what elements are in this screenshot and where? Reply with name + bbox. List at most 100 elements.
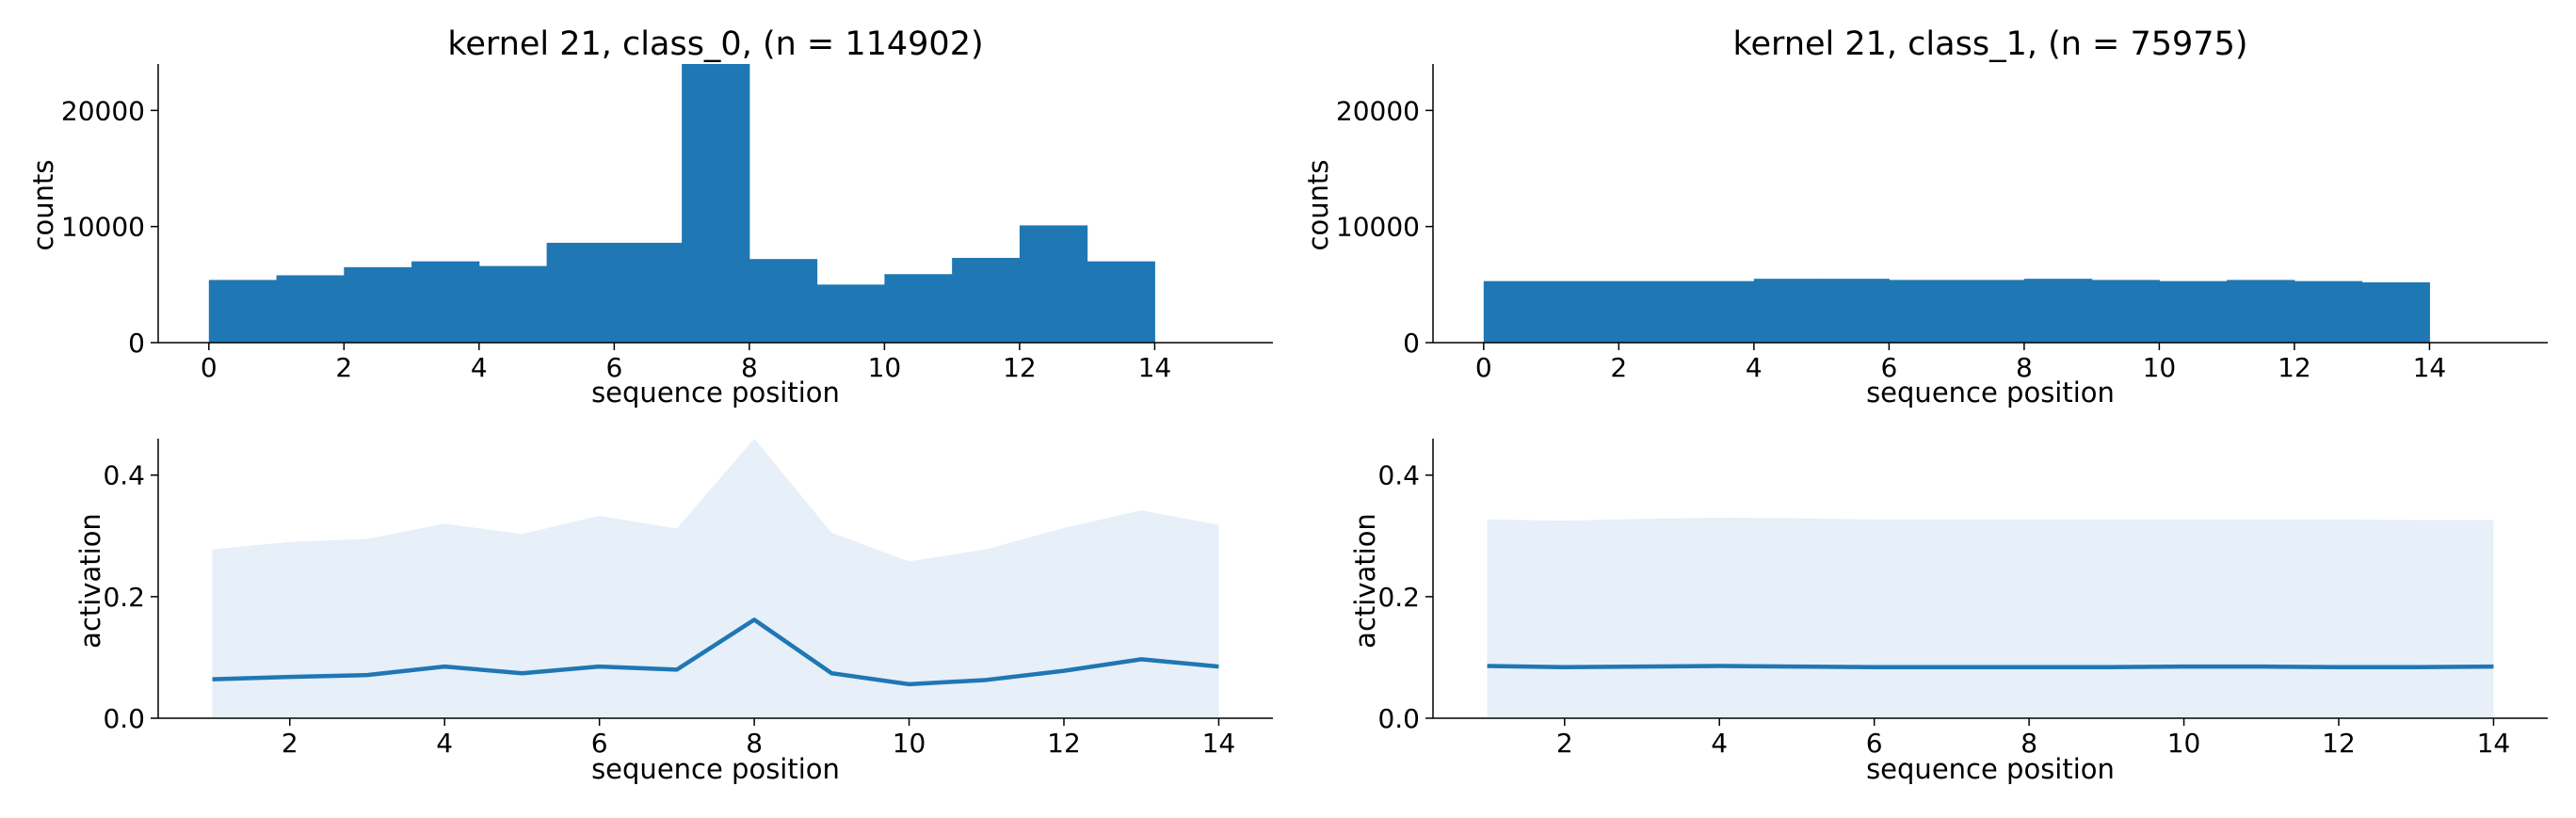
x-tick-label: 12 [1003,352,1037,383]
bar [344,266,412,343]
bar [1551,281,1619,343]
x-tick-label: 4 [1711,728,1728,759]
bars [1483,279,2430,343]
x-tick-label: 14 [1138,352,1172,383]
bar [884,274,953,343]
bar [2023,279,2093,343]
bar [1889,280,1957,343]
y-tick-label: 10000 [61,212,145,243]
y-axis: 0.0 0.2 0.4 [1377,439,1434,734]
y-tick-label: 10000 [1336,212,1420,243]
bar [478,265,548,343]
bar [208,280,278,343]
y-tick-label: 20000 [1336,95,1420,126]
x-tick-label: 6 [1880,352,1897,383]
bar [749,259,818,343]
y-tick-label: 0 [128,328,145,359]
x-axis-label: sequence position [591,753,840,785]
x-axis: 2 4 6 8 10 12 14 [158,717,1273,759]
bar [411,261,480,343]
x-tick-label: 10 [2167,728,2201,759]
y-tick-label: 0.0 [1377,703,1420,734]
x-axis-label: sequence position [1866,377,2115,409]
x-tick-label: 12 [2278,352,2311,383]
bar [1821,279,1890,343]
bars [208,64,1155,343]
bar [816,284,885,343]
bar [2227,280,2295,343]
y-tick-label: 0.2 [103,582,145,613]
activation-band [212,439,1219,718]
y-axis: 0.0 0.2 0.4 [103,439,159,734]
activation-class-1: 0.0 0.2 0.4 2 4 6 8 10 12 14 sequence position a… [1349,439,2548,785]
x-tick-label: 6 [1866,728,1883,759]
bar [2361,281,2430,343]
bar [2159,281,2228,343]
y-tick-label: 0.4 [1377,460,1420,491]
plot-area [212,439,1219,718]
y-axis-label: activation [74,513,106,649]
y-tick-label: 0.2 [1377,582,1420,613]
x-tick-label: 12 [2322,728,2356,759]
x-tick-label: 12 [1047,728,1081,759]
bar [2294,281,2363,343]
x-axis-label: sequence position [1866,753,2115,785]
mean-activation-line [212,618,1219,687]
bar [1753,279,1823,343]
y-axis: 0 10000 20000 [1336,64,1434,359]
x-tick-label: 4 [1746,352,1763,383]
chart-title: kernel 21, class_1, (n = 75975) [1733,25,2248,63]
x-tick-label: 8 [741,352,758,383]
x-axis: 2 4 6 8 10 12 14 [1433,717,2548,759]
x-tick-label: 10 [868,352,902,383]
bar [1618,281,1687,343]
x-axis: 0 2 4 6 8 10 12 14 [158,342,1273,383]
x-tick-label: 14 [1202,728,1236,759]
bar [276,275,345,343]
chart-title: kernel 21, class_0, (n = 114902) [447,25,983,63]
bar [1483,281,1553,343]
bar [614,242,683,343]
x-tick-label: 14 [2413,352,2447,383]
y-axis-label: counts [1302,160,1334,251]
y-axis: 0 10000 20000 [61,64,159,359]
x-tick-label: 0 [1475,352,1492,383]
activation-class-0: 0.0 0.2 0.4 2 4 6 8 10 12 14 sequence position a… [74,439,1273,785]
bar [952,257,1021,343]
bar [1019,225,1088,343]
bar [1956,280,2025,343]
x-axis-label: sequence position [591,377,840,409]
y-tick-label: 0.0 [103,703,145,734]
bar [1686,281,1755,343]
x-tick-label: 2 [1610,352,1627,383]
y-tick-label: 0 [1403,328,1420,359]
x-tick-label: 0 [201,352,217,383]
bar [546,242,615,343]
bar [682,64,750,343]
x-tick-label: 6 [605,352,622,383]
activation-band [1487,517,2494,718]
bar [2091,280,2160,343]
bar [1087,261,1155,343]
x-tick-label: 4 [471,352,488,383]
x-axis: 0 2 4 6 8 10 12 14 [1433,342,2548,383]
x-tick-label: 10 [2143,352,2177,383]
x-tick-label: 2 [335,352,352,383]
x-tick-label: 8 [746,728,763,759]
histogram-class-0: kernel 21, class_0, (n = 114902) 0 10000 2… [27,25,1273,409]
y-axis-label: counts [27,160,59,251]
x-tick-label: 2 [282,728,298,759]
x-tick-label: 2 [1556,728,1573,759]
x-tick-label: 4 [436,728,453,759]
plot-area [1487,517,2494,718]
x-tick-label: 10 [893,728,926,759]
x-tick-label: 6 [591,728,608,759]
x-tick-label: 8 [2021,728,2037,759]
y-tick-label: 20000 [61,95,145,126]
histogram-class-1: kernel 21, class_1, (n = 75975) 01000020… [1302,25,2548,409]
x-tick-label: 8 [2016,352,2033,383]
y-axis-label: activation [1349,513,1381,649]
y-tick-label: 0.4 [103,460,145,491]
x-tick-label: 14 [2477,728,2511,759]
